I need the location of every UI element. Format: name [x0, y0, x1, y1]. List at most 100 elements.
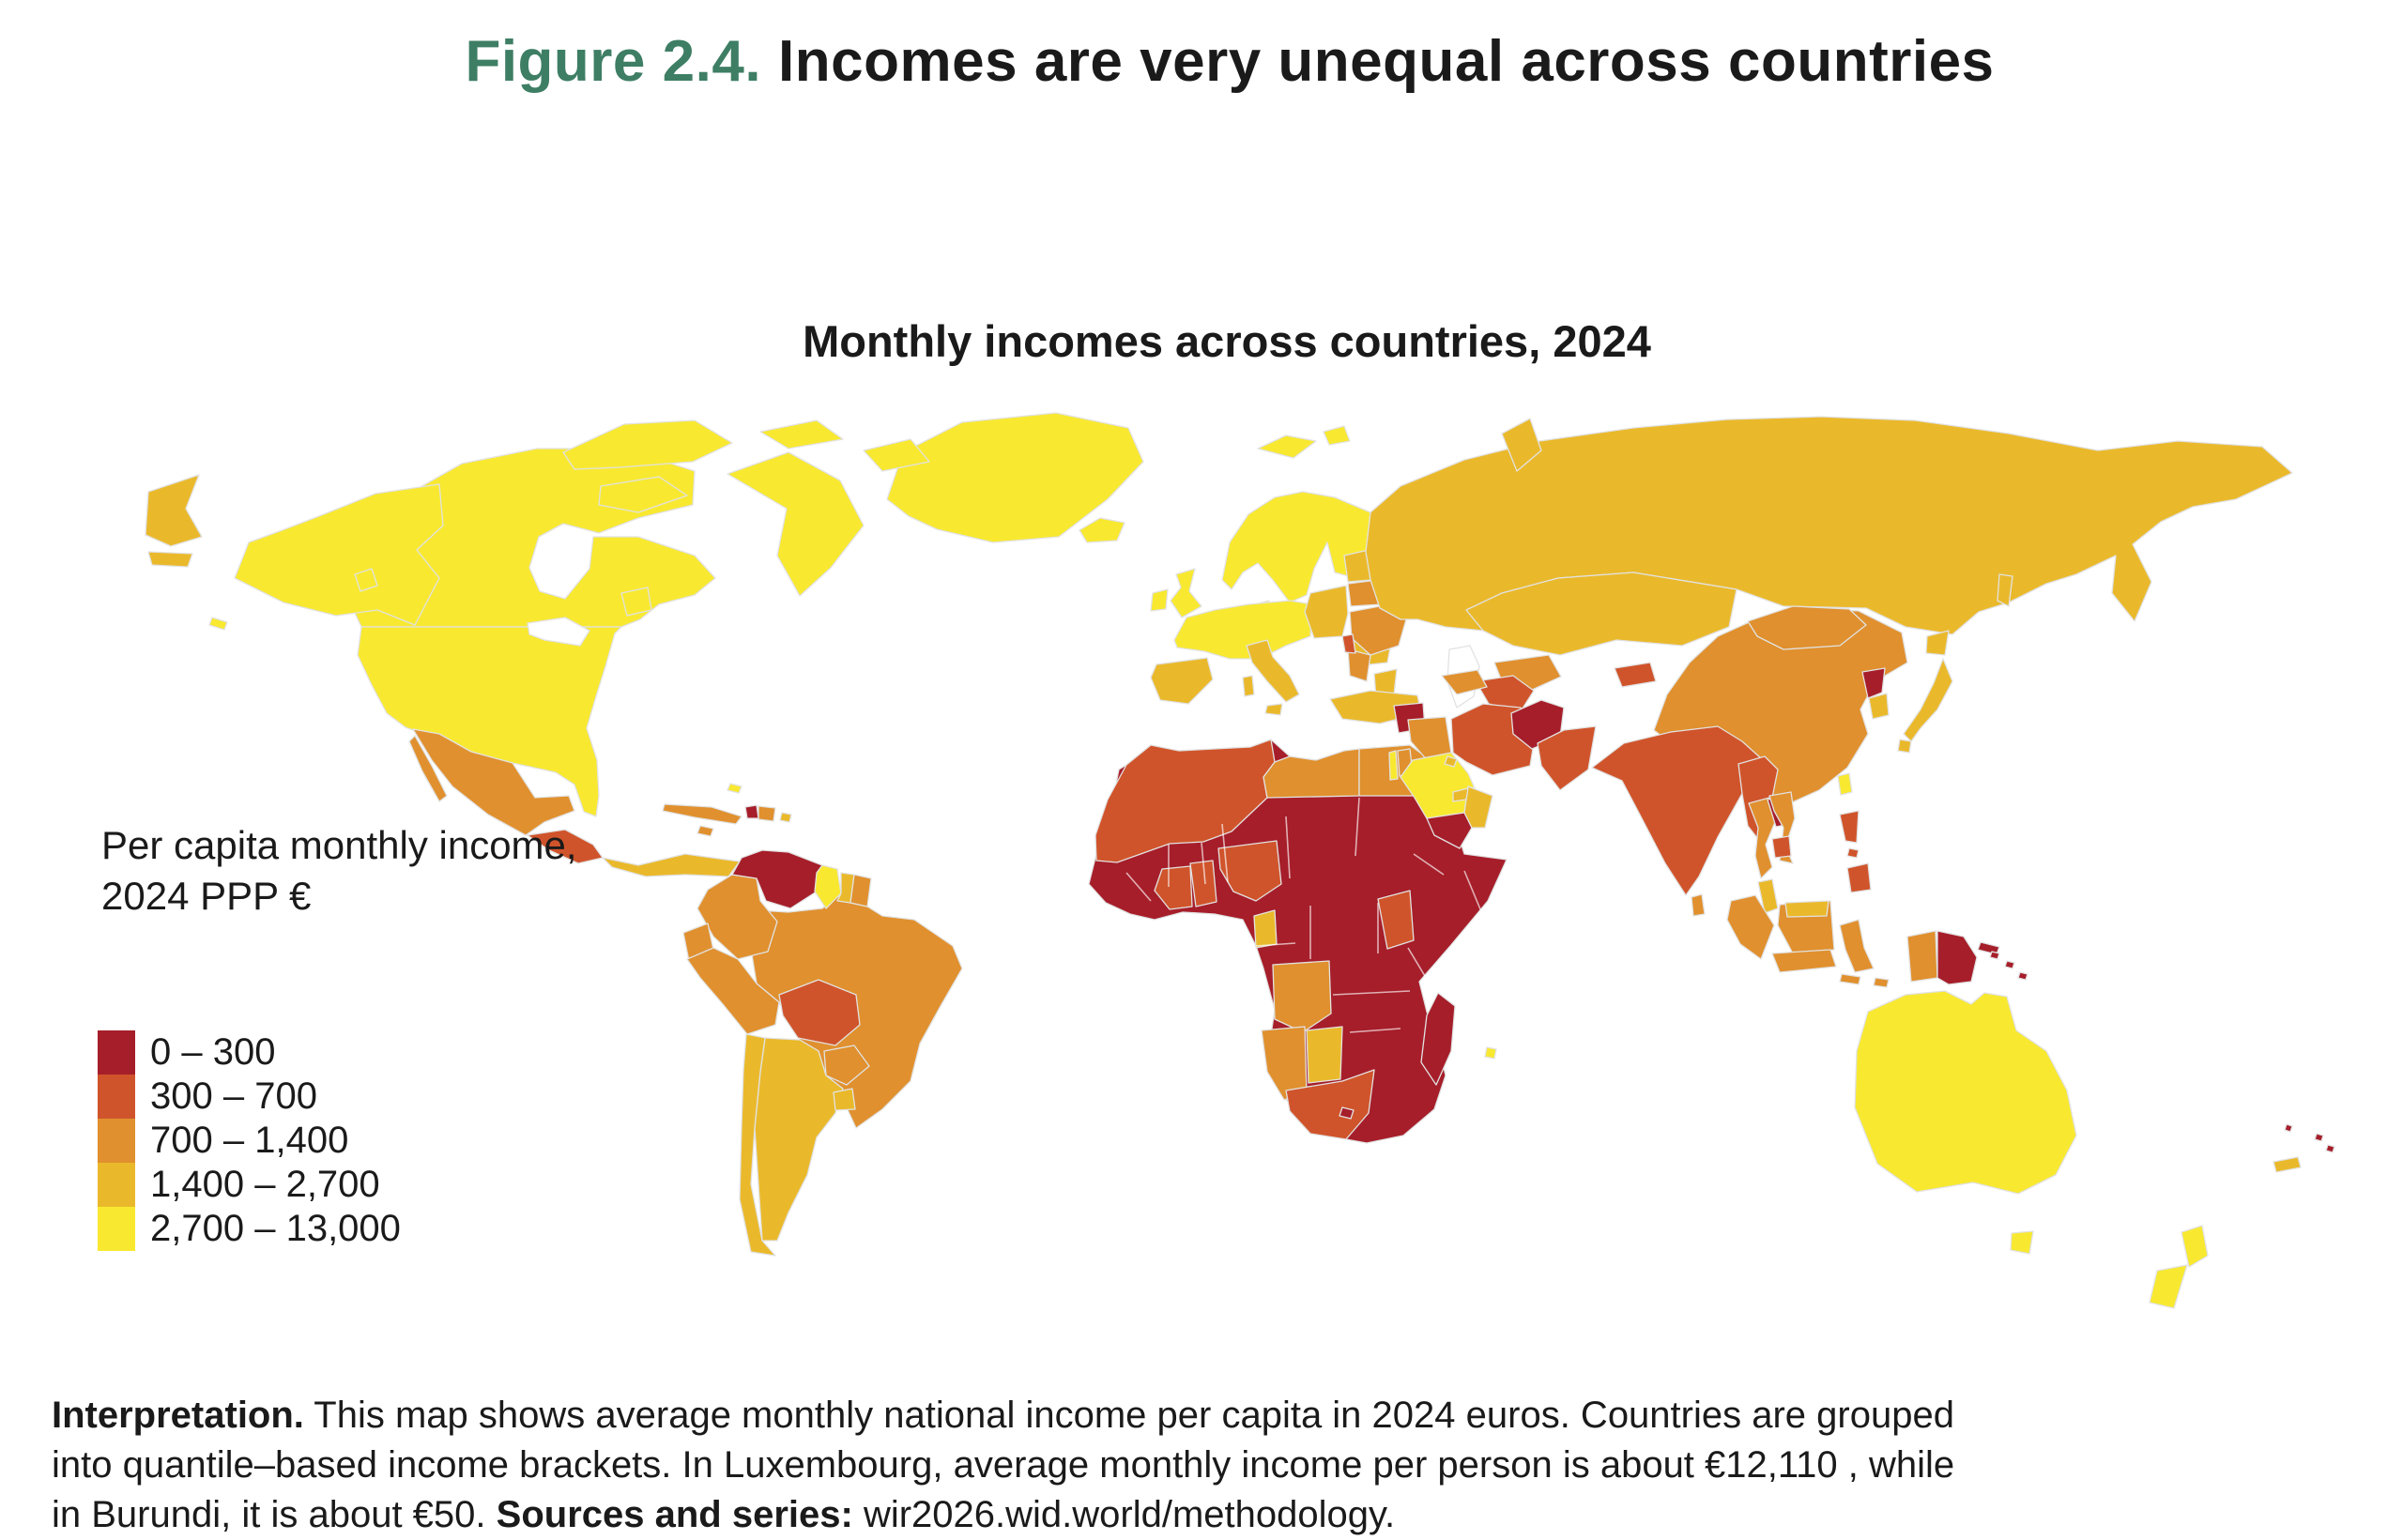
region-maghreb — [1094, 739, 1276, 863]
japan-hokkaido — [1925, 630, 1950, 656]
japan-honshu — [1903, 658, 1953, 742]
indonesia-java — [1771, 949, 1837, 973]
country-guyana — [814, 864, 842, 909]
russia-chukotka-west-2 — [147, 551, 193, 568]
world-map-svg — [145, 412, 2335, 1309]
region-costa-rica-panama — [602, 853, 741, 877]
country-pakistan — [1537, 725, 1597, 791]
country-gabon — [1253, 909, 1278, 949]
country-mauritius — [1484, 1046, 1497, 1060]
country-kazakhstan — [1465, 572, 1737, 656]
country-south-africa — [1285, 1069, 1375, 1140]
usa-alaska — [234, 483, 444, 626]
interpretation-note: Interpretation. This map shows average m… — [52, 1391, 2370, 1540]
malaysia-borneo — [1784, 900, 1829, 918]
country-argentina — [754, 1037, 844, 1242]
philippines-mindanao — [1846, 862, 1872, 893]
country-haiti — [744, 804, 759, 819]
legend-title: Per capita monthly income, 2024 PPP € — [101, 820, 577, 922]
region-central-europe — [1304, 585, 1349, 639]
country-greenland — [886, 412, 1144, 543]
country-lesotho — [1339, 1106, 1355, 1120]
country-puerto-rico — [779, 812, 792, 823]
country-north-korea — [1861, 667, 1886, 699]
legend-row: 1,400 – 2,700 — [98, 1163, 401, 1207]
canada-arctic-island-4 — [863, 438, 930, 472]
country-russia — [1365, 416, 2293, 635]
country-ireland — [1150, 588, 1169, 612]
canada-arctic-island-2 — [598, 476, 688, 513]
country-uruguay — [833, 1088, 856, 1111]
territory-french-guiana — [849, 874, 872, 907]
country-colombia — [696, 874, 778, 960]
indonesia-lesser-sunda-1 — [1839, 973, 1861, 985]
nz-north-island — [2181, 1225, 2209, 1268]
country-usa — [357, 626, 622, 817]
canada-newfoundland — [620, 587, 652, 617]
legend-label: 0 – 300 — [150, 1031, 276, 1073]
philippines-luzon — [1839, 810, 1860, 844]
legend-swatch-1400-2700 — [98, 1163, 135, 1207]
solomon-islands-1 — [1989, 951, 2000, 960]
country-papua-new-guinea — [1936, 930, 1978, 985]
region-south-america — [682, 849, 963, 1257]
country-uk — [1170, 568, 1202, 618]
country-south-korea — [1868, 693, 1890, 720]
interpretation-lead: Interpretation. — [52, 1395, 304, 1436]
indonesia-sumatra — [1726, 894, 1775, 960]
region-africa — [1088, 739, 1508, 1144]
country-taiwan — [1837, 772, 1853, 796]
country-vietnam — [1768, 791, 1796, 864]
country-kenya — [1377, 890, 1415, 950]
legend-swatch-700-1400 — [98, 1119, 135, 1163]
country-botswana — [1306, 1026, 1343, 1084]
country-vanuatu — [2284, 1123, 2293, 1133]
indonesia-lesser-sunda-2 — [1873, 977, 1890, 988]
legend-label: 1,400 – 2,700 — [150, 1164, 380, 1205]
figure-number: Figure 2.4. — [465, 29, 762, 94]
region-europe — [1079, 425, 1407, 722]
country-sri-lanka — [1691, 893, 1706, 917]
malaysia-peninsula — [1757, 878, 1779, 914]
russia-chukotka-west-1 — [145, 474, 203, 547]
legend-swatch-300-700 — [98, 1075, 135, 1119]
russia-novaya-zemlya — [1501, 418, 1542, 472]
region-oceania — [1854, 951, 2335, 1309]
solomon-islands-3 — [2017, 971, 2028, 981]
country-oman — [1463, 785, 1493, 829]
country-cote-divoire — [1154, 865, 1193, 910]
country-peru — [686, 947, 780, 1035]
country-israel — [1388, 750, 1399, 781]
country-moldova — [1341, 633, 1356, 654]
legend-label: 300 – 700 — [150, 1075, 317, 1117]
interpretation-line1: This map shows average monthly national … — [303, 1395, 1954, 1436]
aleutian-islands — [208, 617, 228, 631]
svalbard-2 — [1323, 425, 1351, 446]
region-asia — [1591, 605, 2000, 988]
country-nigeria — [1217, 840, 1282, 902]
legend-title-line2: 2024 PPP € — [101, 874, 312, 918]
country-australia — [1854, 990, 2077, 1195]
interpretation-line3-pre: in Burundi, it is about €50. — [52, 1494, 497, 1535]
country-uae — [1452, 787, 1469, 802]
map-legend: 0 – 300 300 – 700 700 – 1,400 1,400 – 2,… — [98, 1030, 401, 1251]
country-bahamas — [727, 783, 742, 794]
italy-sardinia — [1242, 675, 1255, 697]
legend-row: 0 – 300 — [98, 1030, 401, 1075]
region-kyrgyzstan-tajikistan — [1614, 662, 1657, 688]
legend-swatch-0-300 — [98, 1030, 135, 1075]
africa-internal-borders — [1125, 797, 1484, 1033]
legend-row: 2,700 – 13,000 — [98, 1207, 401, 1251]
australia-tasmania — [2010, 1230, 2034, 1255]
region-middle-east — [1329, 690, 1597, 849]
world-map — [38, 394, 2365, 1351]
legend-label: 700 – 1,400 — [150, 1120, 349, 1161]
country-italy — [1246, 639, 1300, 703]
country-bolivia — [778, 979, 861, 1046]
great-lakes — [527, 617, 590, 647]
figure-title-text: Incomes are very unequal across countrie… — [778, 29, 1995, 94]
country-kuwait — [1444, 755, 1458, 768]
philippines-visayas — [1846, 847, 1860, 859]
map-subtitle: Monthly incomes across countries, 2024 — [803, 316, 1651, 366]
